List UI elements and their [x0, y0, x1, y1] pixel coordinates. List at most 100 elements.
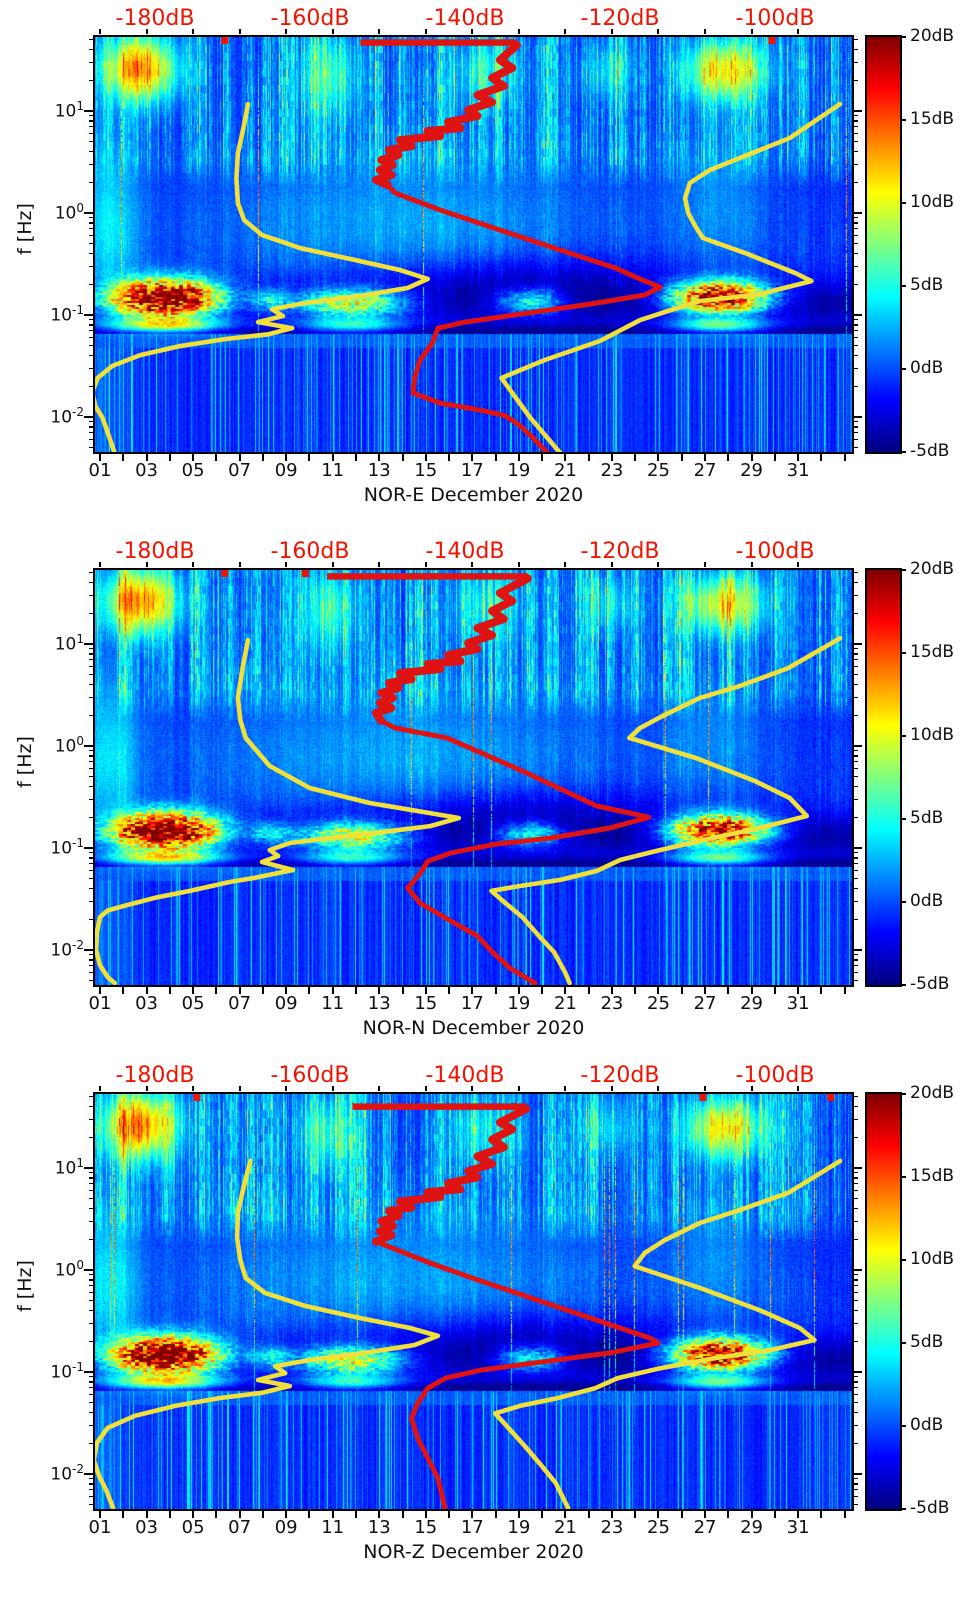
day-tick [680, 1511, 683, 1518]
day-tick-label: 21 [553, 460, 577, 481]
top-db-label: -140dB [425, 6, 505, 31]
right-freq-minor-tick [854, 336, 858, 339]
day-tick-label: 21 [553, 1517, 577, 1538]
day-tick [192, 454, 195, 461]
freq-minor-tick [89, 1238, 93, 1240]
day-tick [448, 454, 451, 461]
day-tick-label: 31 [786, 1517, 810, 1538]
colorbar-tick-label: 5dB [910, 275, 944, 295]
day-tick [331, 454, 334, 461]
day-tick [261, 1511, 264, 1518]
freq-minor-tick [89, 594, 93, 597]
freq-minor-tick [89, 659, 93, 661]
freq-minor-tick [89, 1207, 93, 1210]
freq-minor-tick [89, 163, 93, 166]
right-freq-minor-tick [854, 1477, 858, 1480]
top-day-tick [564, 29, 567, 34]
freq-tick-label: 101 [54, 632, 84, 655]
right-freq-minor-tick [854, 126, 858, 128]
right-freq-tick [854, 314, 862, 316]
day-tick [680, 987, 683, 994]
psd-curve-red-jagged [371, 1104, 531, 1246]
day-tick-label: 03 [135, 993, 158, 1014]
freq-minor-tick [89, 243, 93, 245]
day-tick [657, 454, 660, 461]
right-freq-minor-tick [854, 432, 858, 434]
day-tick-label: 07 [228, 460, 252, 481]
freq-minor-tick [89, 1171, 93, 1174]
day-tick [401, 987, 404, 994]
day-tick-label: 13 [367, 1517, 391, 1538]
day-tick [331, 987, 334, 994]
day-tick [517, 987, 520, 994]
right-freq-minor-tick [854, 980, 858, 982]
freq-minor-tick [89, 1273, 93, 1276]
right-freq-minor-tick [854, 141, 858, 143]
day-tick-label: 23 [600, 1517, 624, 1538]
freq-minor-tick [89, 612, 93, 614]
freq-minor-tick [89, 318, 93, 321]
freq-minor-tick [89, 252, 93, 255]
colorbar [865, 568, 902, 987]
freq-minor-tick [89, 1402, 93, 1404]
freq-minor-tick [89, 324, 93, 326]
day-tick-label: 11 [321, 1517, 345, 1538]
freq-minor-tick [89, 918, 93, 920]
top-day-tick [610, 29, 613, 34]
day-tick-label: 19 [507, 1517, 531, 1538]
freq-tick-label: 100 [54, 201, 84, 224]
right-freq-minor-tick [854, 887, 858, 890]
colorbar-tick-label: 0dB [910, 358, 944, 378]
day-tick [587, 454, 590, 461]
day-tick [378, 1511, 381, 1518]
day-tick [448, 1511, 451, 1518]
freq-minor-tick [89, 749, 93, 752]
freq-minor-tick [89, 1118, 93, 1121]
freq-minor-tick [89, 674, 93, 676]
freq-minor-tick [89, 79, 93, 81]
day-tick [99, 454, 101, 461]
colorbar-tick [901, 368, 906, 370]
day-tick [494, 454, 497, 461]
freq-minor-tick [89, 345, 93, 347]
freq-minor-tick [89, 887, 93, 890]
noise-model-curve-yellow-right [499, 101, 843, 452]
day-tick [773, 1511, 776, 1518]
top-db-label: -180dB [115, 539, 195, 564]
top-edge-red-mark [221, 37, 229, 44]
day-tick [657, 1511, 660, 1518]
top-day-tick [564, 1086, 567, 1091]
freq-minor-tick [89, 222, 93, 224]
top-day-tick [517, 29, 520, 34]
day-tick-label: 19 [507, 993, 531, 1014]
day-tick [634, 1511, 637, 1518]
day-tick [238, 1511, 241, 1518]
day-tick [378, 454, 381, 461]
day-tick [261, 454, 264, 461]
top-day-tick [331, 562, 334, 567]
colorbar [865, 35, 902, 454]
top-day-tick [378, 29, 381, 34]
freq-minor-tick [89, 265, 93, 268]
freq-minor-tick [89, 665, 93, 668]
freq-minor-tick [89, 980, 93, 982]
day-tick [750, 454, 753, 461]
top-day-tick [145, 29, 148, 34]
freq-tick [84, 110, 93, 112]
freq-minor-tick [89, 1309, 93, 1312]
right-freq-minor-tick [854, 863, 858, 865]
right-freq-minor-tick [854, 438, 858, 441]
day-tick [145, 987, 148, 994]
plot-area [93, 1092, 854, 1511]
right-freq-minor-tick [854, 953, 858, 956]
freq-minor-tick [89, 1424, 93, 1427]
day-tick [145, 454, 148, 461]
freq-minor-tick [89, 1495, 93, 1498]
freq-minor-tick [89, 1340, 93, 1342]
day-tick [727, 987, 730, 994]
right-freq-minor-tick [854, 1207, 858, 1210]
freq-minor-tick [89, 1489, 93, 1491]
day-tick [354, 987, 357, 994]
day-tick [773, 987, 776, 994]
right-freq-minor-tick [854, 776, 858, 778]
